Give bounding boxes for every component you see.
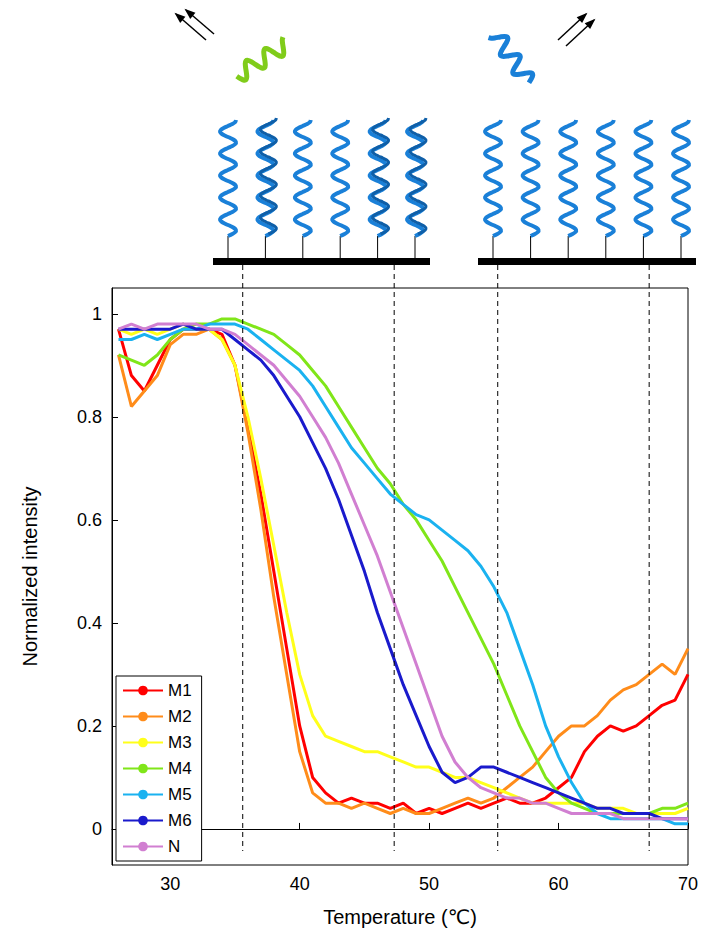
svg-text:30: 30	[160, 874, 180, 894]
svg-text:0.2: 0.2	[77, 716, 102, 736]
svg-text:M2: M2	[168, 707, 192, 726]
svg-text:M4: M4	[168, 759, 192, 778]
svg-text:1: 1	[92, 304, 102, 324]
svg-text:60: 60	[549, 874, 569, 894]
svg-text:40: 40	[290, 874, 310, 894]
svg-text:70: 70	[678, 874, 698, 894]
svg-text:M1: M1	[168, 681, 192, 700]
svg-text:Normalized intensity: Normalized intensity	[19, 486, 41, 666]
svg-text:M5: M5	[168, 785, 192, 804]
svg-text:0.6: 0.6	[77, 510, 102, 530]
svg-text:0.8: 0.8	[77, 407, 102, 427]
svg-text:N: N	[168, 837, 180, 856]
svg-text:Temperature (℃): Temperature (℃)	[323, 906, 477, 928]
svg-text:50: 50	[419, 874, 439, 894]
svg-text:0.4: 0.4	[77, 613, 102, 633]
svg-text:0: 0	[92, 819, 102, 839]
svg-text:M3: M3	[168, 733, 192, 752]
svg-text:M6: M6	[168, 811, 192, 830]
